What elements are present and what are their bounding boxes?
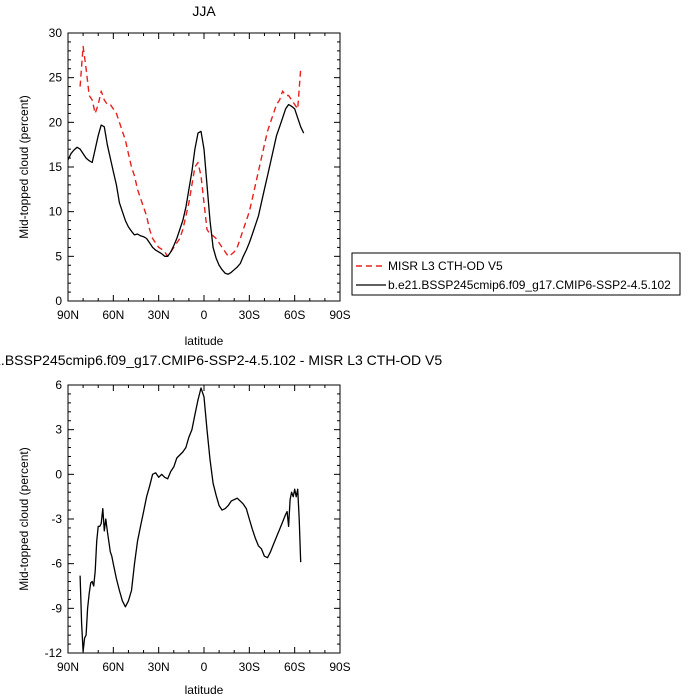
bottom-x-tick-labels: 90N 60N 30N 0 30S 60S 90S — [57, 660, 351, 674]
top-x-tick-labels: 90N 60N 30N 0 30S 60S 90S — [57, 308, 351, 322]
y-tick-label: 30 — [49, 26, 63, 40]
legend-box — [351, 252, 681, 296]
bottom-plot-frame — [67, 384, 341, 654]
x-tick-label: 60N — [102, 660, 124, 674]
top-series-lines — [67, 45, 305, 275]
x-tick-label: 90S — [329, 660, 350, 674]
series-line-model-1 — [67, 103, 305, 275]
x-tick-label: 30S — [239, 308, 260, 322]
y-tick-label: 0 — [55, 294, 62, 308]
top-chart-title: JJA — [192, 3, 216, 19]
bottom-chart-title: b.e21.BSSP245cmip6.f09_g17.CMIP6-SSP2-4.… — [0, 352, 442, 368]
top-x-axis-label: latitude — [185, 334, 224, 348]
panel-top-chart: JJA 90N 60N 30N 0 30S 60S 90S 0 5 10 15 20 25 30 lat… — [17, 3, 351, 348]
legend: MISR L3 CTH-OD V5 b.e21.BSSP245cmip6.f09… — [351, 252, 681, 296]
y-tick-label: 0 — [55, 467, 62, 481]
y-tick-label: 25 — [49, 71, 63, 85]
top-y-tick-labels: 0 5 10 15 20 25 30 — [49, 26, 63, 308]
legend-label-misr: MISR L3 CTH-OD V5 — [388, 259, 503, 273]
y-tick-label: 10 — [49, 205, 63, 219]
y-tick-label: 5 — [55, 249, 62, 263]
x-tick-label: 30N — [148, 308, 170, 322]
y-tick-label: 3 — [55, 423, 62, 437]
bottom-series-lines — [79, 387, 302, 653]
y-tick-label: -12 — [45, 646, 63, 660]
bottom-y-axis-label: Mid-topped cloud (percent) — [17, 447, 31, 590]
bottom-x-axis-label: latitude — [185, 683, 224, 697]
top-axes-ticks — [67, 32, 341, 302]
y-tick-label: -9 — [51, 601, 62, 615]
y-tick-label: -3 — [51, 512, 62, 526]
x-tick-label: 0 — [201, 308, 208, 322]
panel-bottom-chart: b.e21.BSSP245cmip6.f09_g17.CMIP6-SSP2-4.… — [0, 352, 442, 697]
x-tick-label: 60N — [102, 308, 124, 322]
y-tick-label: 20 — [49, 115, 63, 129]
x-tick-label: 30S — [239, 660, 260, 674]
x-tick-label: 90N — [57, 660, 79, 674]
series-line-model-0 — [79, 387, 302, 653]
x-tick-label: 60S — [284, 308, 305, 322]
top-y-axis-label: Mid-topped cloud (percent) — [17, 95, 31, 238]
x-tick-label: 90S — [329, 308, 350, 322]
legend-label-model: b.e21.BSSP245cmip6.f09_g17.CMIP6-SSP2-4.… — [388, 278, 671, 292]
top-plot-frame — [67, 32, 341, 302]
x-tick-label: 30N — [148, 660, 170, 674]
x-tick-label: 0 — [201, 660, 208, 674]
y-tick-label: 15 — [49, 160, 63, 174]
x-tick-label: 90N — [57, 308, 79, 322]
y-tick-label: -6 — [51, 557, 62, 571]
bottom-y-tick-labels: -12 -9 -6 -3 0 3 6 — [45, 378, 63, 660]
y-tick-label: 6 — [55, 378, 62, 392]
x-tick-label: 60S — [284, 660, 305, 674]
series-line-misr-0 — [79, 45, 302, 257]
